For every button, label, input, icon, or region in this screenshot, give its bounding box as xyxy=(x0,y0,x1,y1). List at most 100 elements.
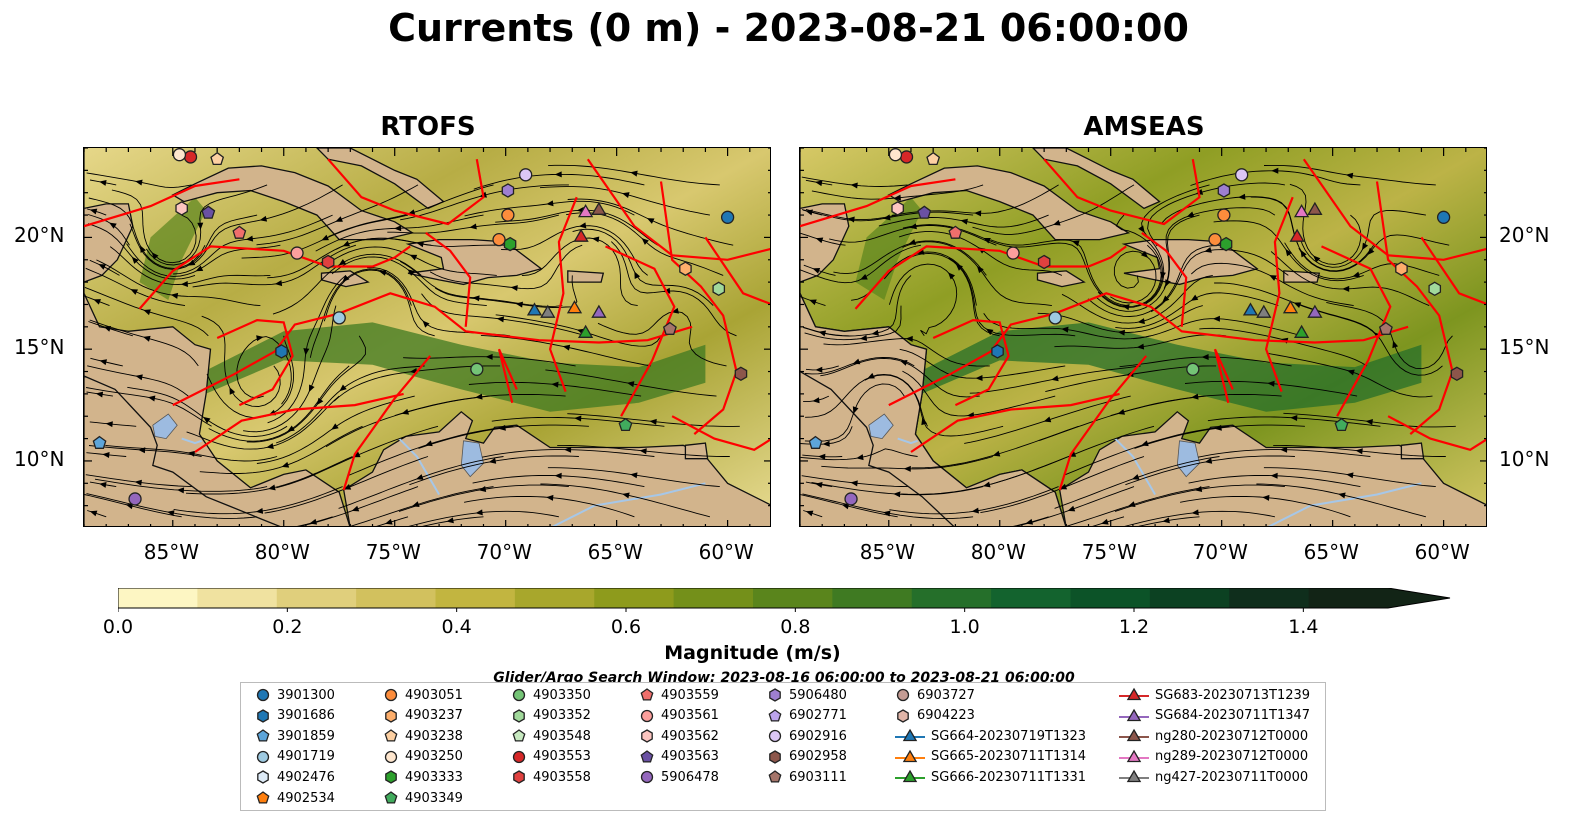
legend-item: ng280-20230712T0000 xyxy=(1119,726,1308,746)
obs-marker-SG683-20230713T1239 xyxy=(573,228,589,242)
legend-item: 4903350 xyxy=(511,685,591,705)
legend-label: SG684-20230711T1347 xyxy=(1155,708,1311,724)
legend-item: 4903561 xyxy=(639,706,719,726)
lon-tick-label: 70°W xyxy=(476,540,532,564)
map-amseas xyxy=(799,147,1487,527)
obs-marker-4903349 xyxy=(1334,417,1349,432)
legend-marker-icon xyxy=(895,749,925,762)
legend-label: SG665-20230711T1314 xyxy=(931,749,1087,765)
land-pacific_coast xyxy=(84,375,281,526)
legend-item: 6903727 xyxy=(895,685,975,705)
legend-label: 4903561 xyxy=(661,708,719,724)
obs-marker-ng427-20230711T0000 xyxy=(540,304,556,318)
legend-marker xyxy=(769,688,781,702)
legend-item: 4903333 xyxy=(383,767,463,787)
legend-marker-icon xyxy=(897,708,909,723)
obs-marker-4903051 xyxy=(1217,208,1231,222)
map-rtofs xyxy=(83,147,771,527)
legend-label: 6904223 xyxy=(917,708,975,724)
obs-marker-6902916 xyxy=(519,168,533,182)
legend-label: 4903238 xyxy=(405,728,463,744)
legend-marker-icon xyxy=(640,688,654,701)
obs-marker-4903051 xyxy=(501,208,515,222)
obs-marker-SG684-20230711T1347 xyxy=(591,304,607,318)
land-isthmus xyxy=(800,293,1067,526)
legend-item: 4901719 xyxy=(255,747,335,767)
legend-marker xyxy=(1126,687,1142,701)
lon-tick-label: 85°W xyxy=(143,540,199,564)
legend-marker-icon xyxy=(1119,728,1149,742)
colorbar-tick-label: 1.0 xyxy=(949,616,980,638)
legend-marker xyxy=(513,708,525,723)
legend-item: SG666-20230711T1331 xyxy=(895,767,1086,787)
legend-label: SG683-20230713T1239 xyxy=(1155,687,1311,703)
legend-item: ng427-20230711T0000 xyxy=(1119,767,1308,787)
lon-tick-label: 75°W xyxy=(1081,540,1137,564)
legend-label: 6902916 xyxy=(789,728,847,744)
river xyxy=(181,437,202,445)
streamlines xyxy=(84,164,740,526)
obs-marker-4901719 xyxy=(1048,311,1062,325)
obs-marker-SG666-20230711T1331 xyxy=(577,324,594,338)
legend-label: 4902534 xyxy=(277,790,335,806)
legend-label: SG664-20230719T1323 xyxy=(931,728,1087,744)
obs-marker-3901300 xyxy=(720,210,735,224)
obs-marker-3901300 xyxy=(1436,210,1451,224)
obs-marker-ng280-20230712T0000 xyxy=(1307,201,1323,215)
legend-label: 4903352 xyxy=(533,708,591,724)
obs-marker-5906480 xyxy=(1217,183,1231,198)
lake-maracaibo xyxy=(460,440,484,478)
obs-marker-4903352 xyxy=(1428,281,1442,297)
legend-label: ng289-20230712T0000 xyxy=(1155,749,1309,765)
legend-item: 4903563 xyxy=(639,747,719,767)
colorbar-tick-label: 1.2 xyxy=(1118,616,1150,638)
colorbar-tick-label: 0.2 xyxy=(272,616,303,638)
colorbar-bin xyxy=(911,588,992,608)
legend-item: SG664-20230719T1323 xyxy=(895,726,1086,746)
lon-tick-label: 75°W xyxy=(365,540,421,564)
obs-marker-4903558 xyxy=(321,254,335,270)
obs-marker-ng289-20230712T0000 xyxy=(1293,203,1310,218)
land-southam xyxy=(1058,410,1486,526)
obs-marker-3901859 xyxy=(92,435,107,449)
lat-tick-label: 10°N xyxy=(1499,446,1550,471)
obs-marker-4903559 xyxy=(948,225,963,239)
legend-marker xyxy=(385,708,397,723)
obs-marker-ng289-20230712T0000 xyxy=(577,203,594,218)
colorbar-bin xyxy=(1149,588,1230,608)
obs-marker-SG664-20230719T1323 xyxy=(526,302,543,316)
yucatan-current xyxy=(855,197,923,300)
legend-label: 3901300 xyxy=(277,687,335,703)
legend-item: 4903553 xyxy=(511,747,591,767)
legend-item: 6902771 xyxy=(767,706,847,726)
legend-marker-icon xyxy=(513,708,525,723)
obs-marker-4903553 xyxy=(183,150,198,164)
legend-label: 3901859 xyxy=(277,728,335,744)
colorbar-tick-label: 0.6 xyxy=(610,616,642,638)
lat-tick-label: 20°N xyxy=(14,223,65,248)
legend-label: 4903333 xyxy=(405,769,463,785)
obs-marker-SG684-20230711T1347 xyxy=(1307,304,1323,318)
colorbar-bin xyxy=(514,588,595,608)
legend-item: 4903250 xyxy=(383,747,463,767)
obs-marker-4901719 xyxy=(332,311,346,325)
colorbar-bin xyxy=(991,588,1071,608)
obs-marker-4903333 xyxy=(503,236,517,252)
legend-marker xyxy=(257,770,269,785)
obs-marker-4903250 xyxy=(172,148,187,162)
legend-marker-icon xyxy=(384,791,398,804)
obs-marker-6902958 xyxy=(734,366,748,382)
legend-marker xyxy=(256,750,270,763)
colorbar-bin xyxy=(832,588,913,608)
legend-item: 4903051 xyxy=(383,685,463,705)
colorbar-bin xyxy=(276,588,357,608)
legend-marker-icon xyxy=(769,750,781,764)
obs-marker-4903349 xyxy=(618,417,633,432)
legend-marker-icon xyxy=(1119,708,1149,721)
lon-tick-label: 80°W xyxy=(254,540,310,564)
colorbar-tick-label: 0.8 xyxy=(780,616,811,638)
legend-marker-icon xyxy=(895,728,925,742)
legend-marker xyxy=(902,728,918,742)
obs-marker-4903238 xyxy=(210,151,225,166)
obs-marker-5906478 xyxy=(844,492,858,506)
